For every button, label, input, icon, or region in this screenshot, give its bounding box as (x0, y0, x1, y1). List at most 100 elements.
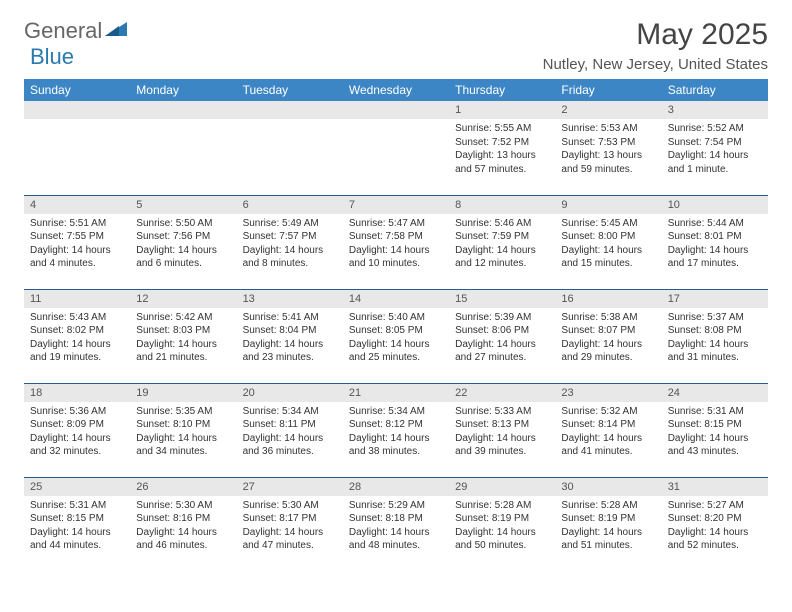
day-info: Sunrise: 5:32 AMSunset: 8:14 PMDaylight:… (555, 402, 661, 462)
day-number: 1 (449, 101, 555, 119)
day-cell: 26Sunrise: 5:30 AMSunset: 8:16 PMDayligh… (130, 477, 236, 571)
day-cell: 24Sunrise: 5:31 AMSunset: 8:15 PMDayligh… (662, 383, 768, 477)
logo-triangle-icon (105, 18, 127, 44)
day-cell (130, 101, 236, 195)
day-info: Sunrise: 5:38 AMSunset: 8:07 PMDaylight:… (555, 308, 661, 368)
day-number: 4 (24, 196, 130, 214)
month-title: May 2025 (543, 18, 768, 52)
day-number-empty (24, 101, 130, 119)
day-number: 7 (343, 196, 449, 214)
day-cell: 20Sunrise: 5:34 AMSunset: 8:11 PMDayligh… (237, 383, 343, 477)
day-info: Sunrise: 5:44 AMSunset: 8:01 PMDaylight:… (662, 214, 768, 274)
day-number: 17 (662, 290, 768, 308)
day-number-empty (343, 101, 449, 119)
day-number: 31 (662, 478, 768, 496)
day-cell (237, 101, 343, 195)
day-info: Sunrise: 5:45 AMSunset: 8:00 PMDaylight:… (555, 214, 661, 274)
day-info: Sunrise: 5:49 AMSunset: 7:57 PMDaylight:… (237, 214, 343, 274)
day-cell: 1Sunrise: 5:55 AMSunset: 7:52 PMDaylight… (449, 101, 555, 195)
day-header: Friday (555, 79, 661, 101)
day-number: 15 (449, 290, 555, 308)
day-info: Sunrise: 5:42 AMSunset: 8:03 PMDaylight:… (130, 308, 236, 368)
day-cell: 31Sunrise: 5:27 AMSunset: 8:20 PMDayligh… (662, 477, 768, 571)
day-header: Wednesday (343, 79, 449, 101)
day-info: Sunrise: 5:47 AMSunset: 7:58 PMDaylight:… (343, 214, 449, 274)
day-number: 12 (130, 290, 236, 308)
day-number: 20 (237, 384, 343, 402)
day-cell: 18Sunrise: 5:36 AMSunset: 8:09 PMDayligh… (24, 383, 130, 477)
day-cell: 25Sunrise: 5:31 AMSunset: 8:15 PMDayligh… (24, 477, 130, 571)
day-number: 23 (555, 384, 661, 402)
day-info: Sunrise: 5:30 AMSunset: 8:17 PMDaylight:… (237, 496, 343, 556)
title-block: May 2025 Nutley, New Jersey, United Stat… (543, 18, 768, 73)
day-cell: 9Sunrise: 5:45 AMSunset: 8:00 PMDaylight… (555, 195, 661, 289)
day-info: Sunrise: 5:55 AMSunset: 7:52 PMDaylight:… (449, 119, 555, 179)
day-cell: 2Sunrise: 5:53 AMSunset: 7:53 PMDaylight… (555, 101, 661, 195)
day-info: Sunrise: 5:37 AMSunset: 8:08 PMDaylight:… (662, 308, 768, 368)
day-info: Sunrise: 5:53 AMSunset: 7:53 PMDaylight:… (555, 119, 661, 179)
day-cell: 27Sunrise: 5:30 AMSunset: 8:17 PMDayligh… (237, 477, 343, 571)
day-number: 27 (237, 478, 343, 496)
day-cell: 17Sunrise: 5:37 AMSunset: 8:08 PMDayligh… (662, 289, 768, 383)
day-cell: 21Sunrise: 5:34 AMSunset: 8:12 PMDayligh… (343, 383, 449, 477)
day-info: Sunrise: 5:52 AMSunset: 7:54 PMDaylight:… (662, 119, 768, 179)
day-cell: 3Sunrise: 5:52 AMSunset: 7:54 PMDaylight… (662, 101, 768, 195)
day-number: 24 (662, 384, 768, 402)
day-info: Sunrise: 5:29 AMSunset: 8:18 PMDaylight:… (343, 496, 449, 556)
day-cell: 29Sunrise: 5:28 AMSunset: 8:19 PMDayligh… (449, 477, 555, 571)
day-number: 3 (662, 101, 768, 119)
day-number: 9 (555, 196, 661, 214)
day-info: Sunrise: 5:27 AMSunset: 8:20 PMDaylight:… (662, 496, 768, 556)
logo-text-2: Blue (30, 44, 74, 70)
day-number: 8 (449, 196, 555, 214)
day-number: 30 (555, 478, 661, 496)
day-cell: 10Sunrise: 5:44 AMSunset: 8:01 PMDayligh… (662, 195, 768, 289)
day-info: Sunrise: 5:51 AMSunset: 7:55 PMDaylight:… (24, 214, 130, 274)
day-info: Sunrise: 5:28 AMSunset: 8:19 PMDaylight:… (449, 496, 555, 556)
day-number: 14 (343, 290, 449, 308)
day-cell: 28Sunrise: 5:29 AMSunset: 8:18 PMDayligh… (343, 477, 449, 571)
logo: General (24, 18, 127, 44)
day-info: Sunrise: 5:30 AMSunset: 8:16 PMDaylight:… (130, 496, 236, 556)
day-info: Sunrise: 5:36 AMSunset: 8:09 PMDaylight:… (24, 402, 130, 462)
day-info: Sunrise: 5:33 AMSunset: 8:13 PMDaylight:… (449, 402, 555, 462)
day-header: Sunday (24, 79, 130, 101)
day-info: Sunrise: 5:31 AMSunset: 8:15 PMDaylight:… (662, 402, 768, 462)
day-number-empty (130, 101, 236, 119)
day-number: 26 (130, 478, 236, 496)
day-info: Sunrise: 5:34 AMSunset: 8:12 PMDaylight:… (343, 402, 449, 462)
day-header: Tuesday (237, 79, 343, 101)
day-header: Saturday (662, 79, 768, 101)
day-cell: 7Sunrise: 5:47 AMSunset: 7:58 PMDaylight… (343, 195, 449, 289)
day-cell: 11Sunrise: 5:43 AMSunset: 8:02 PMDayligh… (24, 289, 130, 383)
day-info: Sunrise: 5:43 AMSunset: 8:02 PMDaylight:… (24, 308, 130, 368)
day-cell: 16Sunrise: 5:38 AMSunset: 8:07 PMDayligh… (555, 289, 661, 383)
day-cell: 15Sunrise: 5:39 AMSunset: 8:06 PMDayligh… (449, 289, 555, 383)
day-info: Sunrise: 5:34 AMSunset: 8:11 PMDaylight:… (237, 402, 343, 462)
day-number-empty (237, 101, 343, 119)
day-info: Sunrise: 5:46 AMSunset: 7:59 PMDaylight:… (449, 214, 555, 274)
day-cell: 14Sunrise: 5:40 AMSunset: 8:05 PMDayligh… (343, 289, 449, 383)
day-header: Thursday (449, 79, 555, 101)
day-number: 13 (237, 290, 343, 308)
day-number: 25 (24, 478, 130, 496)
day-cell: 4Sunrise: 5:51 AMSunset: 7:55 PMDaylight… (24, 195, 130, 289)
day-number: 10 (662, 196, 768, 214)
day-info: Sunrise: 5:31 AMSunset: 8:15 PMDaylight:… (24, 496, 130, 556)
day-number: 22 (449, 384, 555, 402)
day-number: 29 (449, 478, 555, 496)
day-cell: 5Sunrise: 5:50 AMSunset: 7:56 PMDaylight… (130, 195, 236, 289)
day-number: 21 (343, 384, 449, 402)
day-number: 28 (343, 478, 449, 496)
day-number: 18 (24, 384, 130, 402)
day-cell (24, 101, 130, 195)
day-info: Sunrise: 5:28 AMSunset: 8:19 PMDaylight:… (555, 496, 661, 556)
header: General May 2025 Nutley, New Jersey, Uni… (24, 18, 768, 73)
day-number: 19 (130, 384, 236, 402)
day-cell: 13Sunrise: 5:41 AMSunset: 8:04 PMDayligh… (237, 289, 343, 383)
day-info: Sunrise: 5:40 AMSunset: 8:05 PMDaylight:… (343, 308, 449, 368)
day-cell (343, 101, 449, 195)
day-info: Sunrise: 5:39 AMSunset: 8:06 PMDaylight:… (449, 308, 555, 368)
day-info: Sunrise: 5:50 AMSunset: 7:56 PMDaylight:… (130, 214, 236, 274)
day-number: 11 (24, 290, 130, 308)
